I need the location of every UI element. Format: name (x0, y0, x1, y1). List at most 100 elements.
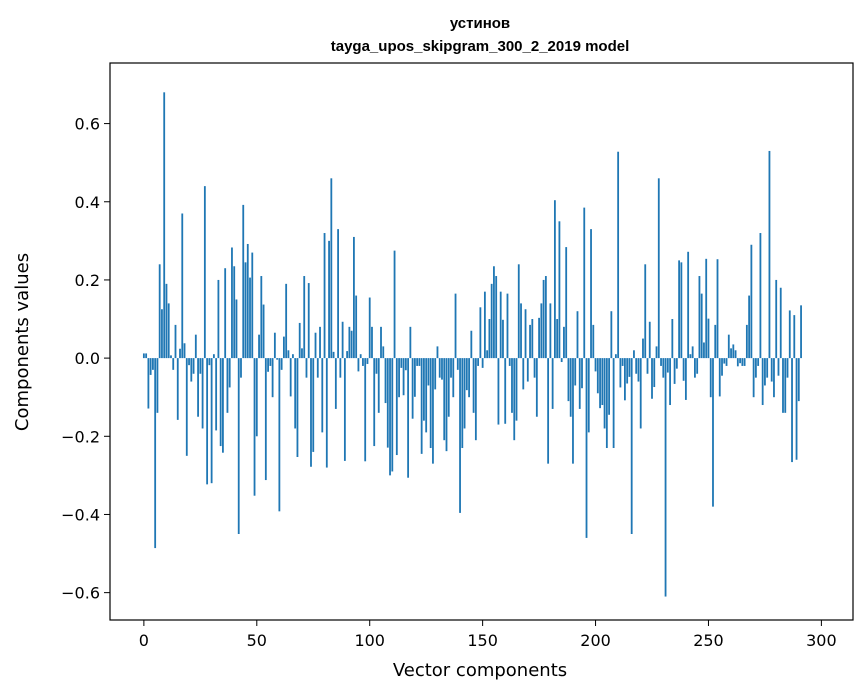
bar-245 (696, 358, 699, 374)
bar-54 (264, 358, 267, 481)
bar-210 (617, 151, 620, 359)
bar-137 (452, 358, 455, 398)
bar-178 (544, 276, 547, 359)
bar-260 (730, 348, 732, 359)
chart-subtitle: tayga_upos_skipgram_300_2_2019 model (331, 38, 630, 55)
bar-274 (761, 358, 764, 406)
bar-40 (233, 266, 236, 359)
bar-112 (395, 358, 398, 456)
bar-43 (240, 358, 242, 378)
bar-200 (594, 358, 597, 372)
bar-28 (206, 358, 209, 485)
bar-157 (497, 358, 500, 425)
bar-17 (181, 213, 184, 359)
x-tick-label: 200 (580, 631, 611, 650)
bar-186 (563, 326, 565, 359)
bar-275 (764, 358, 766, 386)
bar-65 (289, 358, 292, 397)
bar-169 (524, 309, 527, 359)
bar-47 (249, 277, 251, 359)
bar-32 (215, 358, 218, 431)
bar-134 (445, 358, 448, 452)
bar-6 (156, 358, 159, 413)
bar-92 (350, 330, 353, 359)
bar-146 (472, 358, 475, 413)
bar-95 (357, 358, 360, 372)
bar-183 (556, 319, 559, 359)
bar-219 (637, 358, 640, 382)
bar-9 (163, 92, 166, 359)
bar-174 (535, 358, 538, 417)
bar-2 (147, 358, 150, 409)
bar-35 (222, 358, 224, 453)
y-tick-label: −0.4 (61, 505, 100, 524)
bar-133 (443, 358, 446, 441)
bar-96 (359, 354, 362, 359)
bar-173 (533, 358, 536, 378)
bar-68 (296, 358, 299, 457)
bar-222 (644, 264, 647, 359)
bar-250 (707, 318, 710, 359)
bar-203 (601, 358, 604, 406)
bar-42 (237, 358, 240, 534)
bar-109 (389, 358, 391, 476)
bar-5 (154, 358, 157, 549)
bar-266 (743, 358, 746, 366)
bar-243 (691, 346, 694, 359)
bar-151 (483, 291, 486, 359)
bar-290 (797, 358, 800, 402)
bar-105 (380, 326, 382, 359)
bar-138 (454, 293, 457, 359)
bar-252 (712, 358, 714, 507)
bar-189 (569, 358, 572, 417)
bar-142 (463, 358, 466, 429)
bar-26 (201, 358, 204, 429)
bar-279 (773, 358, 775, 398)
bar-257 (723, 358, 726, 364)
bar-94 (355, 295, 358, 359)
bar-192 (576, 311, 579, 359)
bar-129 (434, 358, 437, 390)
bar-91 (348, 326, 351, 359)
bar-224 (648, 321, 651, 359)
bar-263 (736, 358, 739, 367)
bar-21 (190, 358, 193, 382)
bar-50 (255, 358, 258, 437)
bar-241 (687, 251, 690, 359)
bar-209 (614, 354, 617, 359)
bar-147 (474, 358, 477, 441)
bar-258 (725, 358, 728, 366)
bar-225 (651, 358, 653, 399)
bar-161 (506, 293, 509, 359)
bar-155 (493, 266, 495, 359)
bar-100 (368, 297, 371, 359)
bar-143 (465, 358, 468, 391)
bar-66 (292, 354, 294, 359)
bar-201 (596, 358, 599, 394)
bar-14 (174, 324, 177, 359)
bar-44 (242, 204, 245, 359)
bar-205 (605, 358, 608, 449)
bar-202 (599, 358, 601, 409)
bar-195 (583, 207, 586, 359)
bar-267 (745, 324, 748, 359)
bar-198 (590, 229, 592, 359)
bar-253 (714, 324, 717, 359)
bar-1 (145, 353, 148, 359)
bar-97 (362, 358, 364, 366)
bar-168 (522, 358, 525, 390)
y-tick-label: −0.6 (61, 584, 100, 603)
bar-58 (273, 332, 276, 359)
bar-150 (481, 358, 484, 368)
bar-13 (172, 358, 175, 370)
bar-23 (194, 334, 197, 359)
bar-140 (459, 358, 461, 513)
bar-126 (427, 358, 430, 386)
bar-107 (384, 358, 387, 404)
bar-122 (418, 358, 421, 366)
bar-177 (542, 279, 545, 359)
bar-244 (694, 358, 696, 378)
bar-84 (332, 351, 335, 359)
bar-193 (578, 358, 581, 409)
